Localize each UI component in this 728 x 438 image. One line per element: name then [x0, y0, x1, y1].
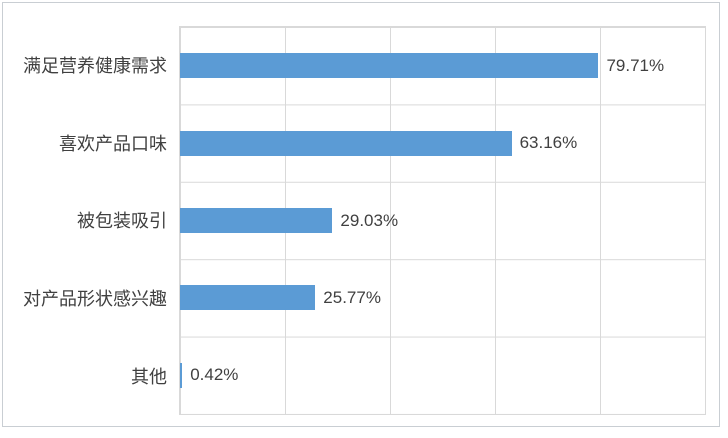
- bar: [180, 208, 333, 234]
- category-label: 满足营养健康需求: [23, 55, 167, 76]
- category-label: 被包装吸引: [77, 211, 167, 232]
- chart-frame: 满足营养健康需求喜欢产品口味被包装吸引对产品形状感兴趣其他 79.71% 63.1…: [2, 2, 720, 427]
- plot-area: 79.71% 63.16% 29.03% 25.77% 0.42%: [179, 26, 706, 415]
- value-label: 29.03%: [340, 210, 399, 230]
- value-label: 0.42%: [190, 365, 239, 385]
- value-label: 79.71%: [606, 55, 665, 75]
- category-label: 对产品形状感兴趣: [23, 289, 167, 310]
- category-axis: 满足营养健康需求喜欢产品口味被包装吸引对产品形状感兴趣其他: [7, 26, 173, 415]
- bar-row: 29.03%: [180, 182, 705, 259]
- bar-row: 0.42%: [180, 337, 705, 414]
- bar: [180, 53, 599, 79]
- bar: [180, 285, 316, 311]
- bar-row: 63.16%: [180, 104, 705, 181]
- bar-row: 79.71%: [180, 27, 705, 104]
- category-label: 其他: [131, 367, 167, 388]
- bar: [180, 362, 183, 388]
- value-label: 25.77%: [323, 287, 381, 307]
- category-label: 喜欢产品口味: [59, 133, 167, 154]
- bar: [180, 130, 512, 156]
- bar-row: 25.77%: [180, 259, 705, 336]
- value-label: 63.16%: [519, 133, 578, 153]
